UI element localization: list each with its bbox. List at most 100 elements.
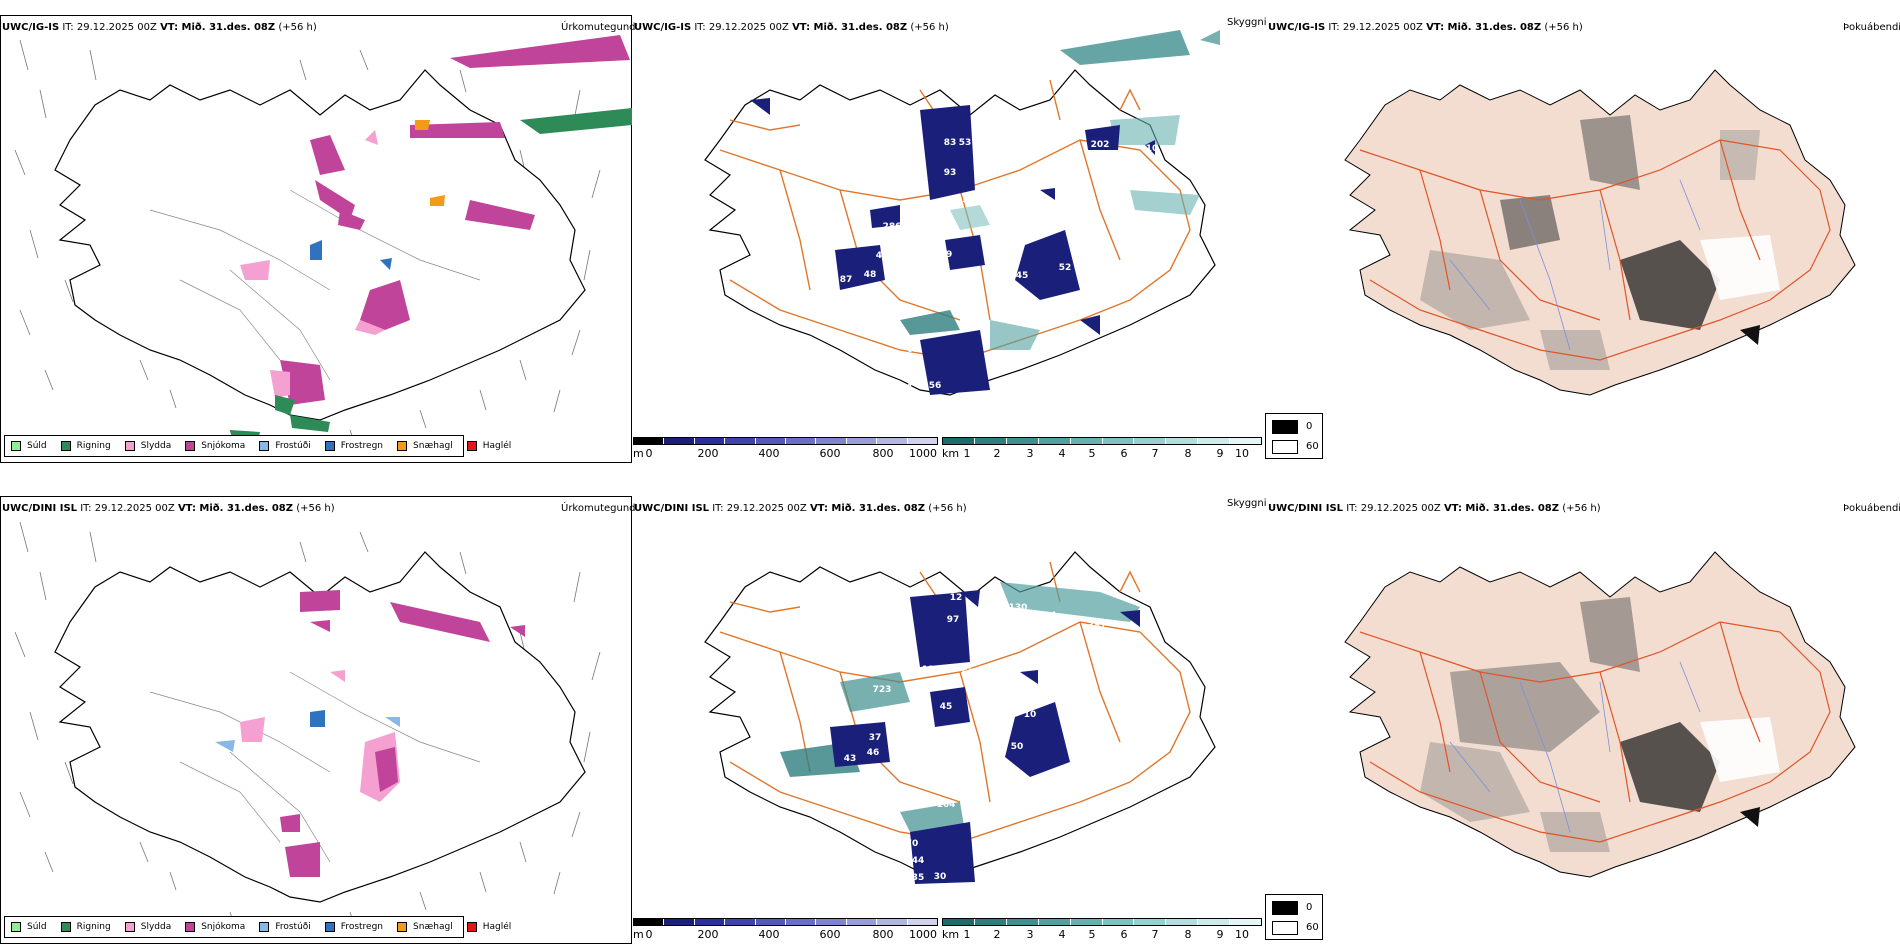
label-mid: 52 [1059, 263, 1072, 273]
model-name: UWC/IG-IS [634, 22, 692, 33]
tick-label: 6 [1120, 928, 1128, 941]
cloud-base-ramp [633, 918, 938, 926]
fog-swatch-black [1272, 420, 1298, 434]
legend-swatch [124, 441, 135, 451]
legend-label: Frostregn [340, 441, 384, 451]
label-mid: 36 [1059, 332, 1072, 342]
legend-item: Snæhagl [397, 441, 453, 451]
tick-label: 5 [1088, 928, 1096, 941]
fog-shading [1420, 115, 1780, 370]
fog-map-top [1344, 69, 1856, 396]
init-time: IT: 29.12.2025 00Z [1328, 22, 1423, 33]
legend-swatch [466, 441, 477, 451]
label-mid: 30 [849, 291, 862, 301]
cloud-base-unit: m [633, 447, 644, 460]
label-mid: 10 [1024, 710, 1037, 720]
model-name: UWC/DINI ISL [2, 503, 78, 514]
label-mid: 97 [947, 615, 960, 625]
label-mid: 30 [934, 872, 947, 882]
label-mid: 13 [1044, 215, 1057, 225]
legend-label: Frostúði [275, 441, 311, 451]
tick-label: 600 [819, 447, 841, 460]
tick-label: 200 [697, 447, 719, 460]
label-mid: 37 [869, 733, 882, 743]
legend-label: Súld [27, 441, 47, 451]
legend-item: Slydda [124, 922, 172, 932]
legend-label: Slydda [140, 922, 172, 932]
legend-swatch [60, 922, 71, 932]
legend-label: Rigning [76, 441, 111, 451]
label-mid: 484 [1038, 611, 1057, 621]
tick-label: 1 [963, 928, 971, 941]
fog-legend-bottom: 0 60 [1265, 894, 1323, 940]
fog-header-bottom: UWC/DINI ISL IT: 29.12.2025 00Z VT: Mið.… [1268, 503, 1601, 514]
visibility-ramp [942, 918, 1262, 926]
model-name: UWC/DINI ISL [634, 503, 710, 514]
legend-label: Súld [27, 922, 47, 932]
label-mid: 44 [912, 856, 925, 866]
tick-label: 4 [1058, 447, 1066, 460]
init-time: IT: 29.12.2025 00Z [62, 22, 157, 33]
fog-swatch-white [1272, 921, 1298, 935]
model-name: UWC/IG-IS [2, 22, 60, 33]
cloud-base-colorbar-bottom: m 0 200 400 600 800 1000 [633, 918, 938, 942]
label-mid: 56 [929, 381, 942, 391]
legend-label: Rigning [76, 922, 111, 932]
tick-label: 800 [872, 447, 894, 460]
model-name: UWC/DINI ISL [1268, 503, 1344, 514]
precip-title-bottom: Úrkomutegund [561, 503, 636, 514]
precip-title-top: Úrkomutegund [561, 22, 636, 33]
label-mid: 286 [883, 222, 902, 232]
legend-swatch [397, 441, 408, 451]
label-mid: 53 [959, 138, 972, 148]
label-mid: 723 [873, 685, 892, 695]
tick-label: 400 [758, 447, 780, 460]
legend-item: Frostregn [324, 922, 383, 932]
lead-time: (+56 h) [928, 503, 967, 514]
fog-header-top: UWC/IG-IS IT: 29.12.2025 00Z VT: Mið. 31… [1268, 22, 1583, 33]
tick-label: 2 [993, 447, 1001, 460]
init-time: IT: 29.12.2025 00Z [694, 22, 789, 33]
label-mid: 45 [1016, 271, 1029, 281]
tick-label: 200 [697, 928, 719, 941]
legend-item: Rigning [60, 922, 111, 932]
road-network [1359, 621, 1831, 843]
label-mid: 130 [1009, 603, 1028, 613]
label-mid: 48 [864, 270, 877, 280]
precip-legend-bottom: Súld Rigning Slydda Snjókoma Frostúði Fr… [4, 916, 511, 938]
label-mid: 63 [962, 668, 975, 678]
label-mid: 93 [944, 168, 957, 178]
legend-swatch [397, 922, 408, 932]
fog-legend-high: 0 [1306, 902, 1313, 913]
label-mid: 83 [944, 138, 957, 148]
legend-swatch [259, 922, 270, 932]
label-mid: 12 [950, 593, 963, 603]
label-mid: 387 [1088, 621, 1107, 631]
visibility-colorbar-top: km 1 2 3 4 5 6 7 8 9 10 [942, 437, 1262, 461]
legend-item: Frostregn [324, 441, 384, 451]
init-time: IT: 29.12.2025 00Z [712, 503, 807, 514]
legend-swatch [60, 441, 71, 451]
tick-label: 0 [645, 447, 653, 460]
label-mid: 50 [1011, 742, 1024, 752]
label-mid: 164 [937, 800, 956, 810]
legend-swatch [11, 922, 21, 932]
label-mid: 46 [867, 748, 880, 758]
lead-time: (+56 h) [278, 22, 317, 33]
valid-time: VT: Mið. 31.des. 08Z [160, 22, 276, 33]
legend-swatch [324, 441, 335, 451]
fog-swatch-black [1272, 901, 1298, 915]
tick-label: 2 [993, 928, 1001, 941]
tick-label: 800 [872, 928, 894, 941]
legend-label: Snæhagl [413, 441, 453, 451]
lead-time: (+56 h) [296, 503, 335, 514]
visibility-ramp [942, 437, 1262, 445]
fog-legend-top: 0 60 [1265, 413, 1323, 459]
legend-item: Snjókoma [185, 922, 245, 932]
legend-label: Slydda [140, 441, 172, 451]
tick-label: 4 [1058, 928, 1066, 941]
fog-legend-low: 60 [1306, 441, 1319, 452]
visibility-colorbar-bottom: km 1 2 3 4 5 6 7 8 9 10 [942, 918, 1262, 942]
cloud-base-areas [750, 98, 1155, 395]
tick-label: 6 [1120, 447, 1128, 460]
